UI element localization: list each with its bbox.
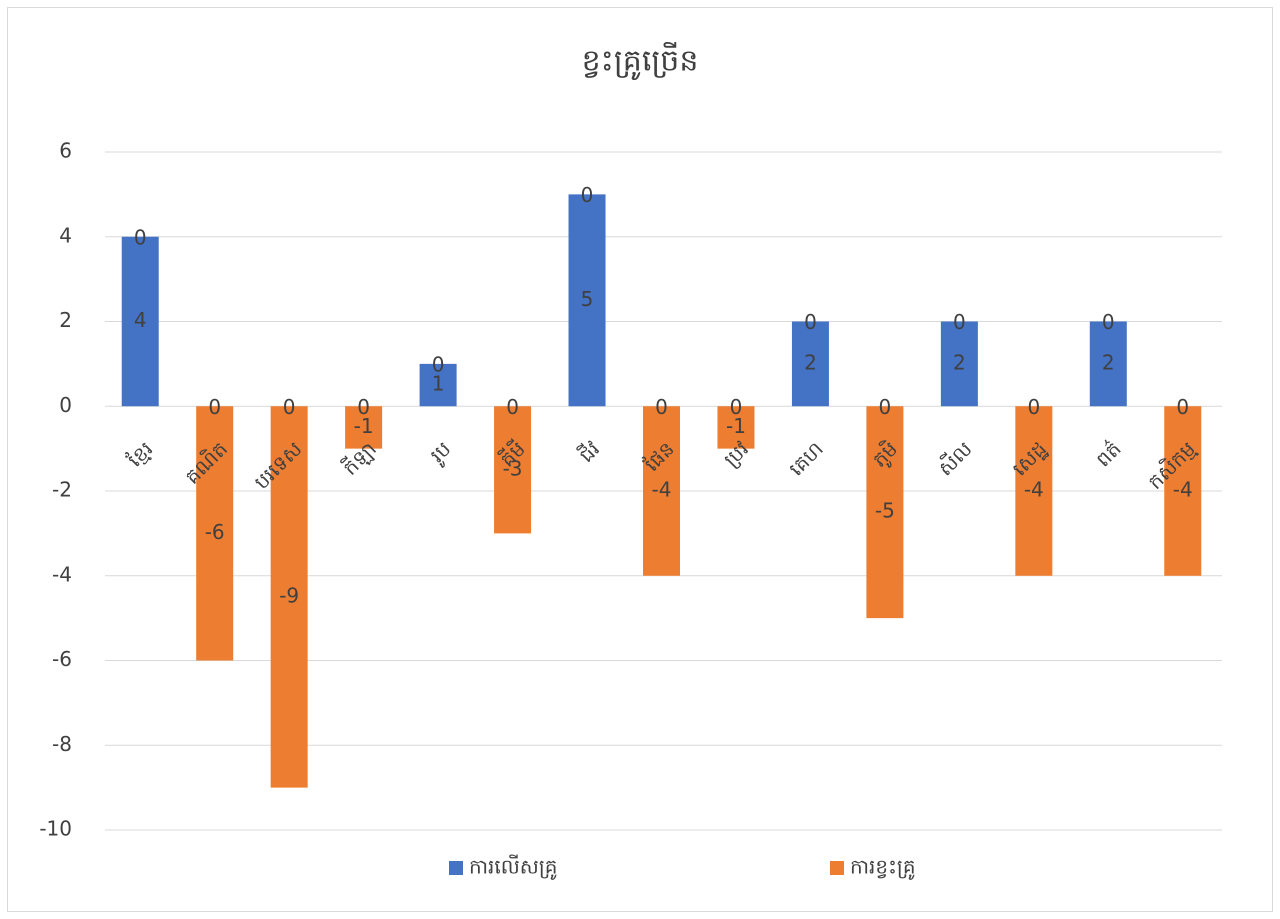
chart-title: ខ្វះគ្រូច្រើន: [582, 42, 699, 81]
end-label: 0: [1176, 395, 1189, 419]
bar: [940, 321, 978, 407]
data-label: 2: [1102, 350, 1115, 374]
y-tick-label: 0: [59, 393, 72, 417]
bar: [568, 194, 606, 407]
bar: [270, 406, 308, 788]
end-label: 0: [208, 395, 221, 419]
bar: [494, 406, 532, 534]
data-label: 2: [953, 350, 966, 374]
end-label: 0: [581, 183, 594, 207]
y-tick-label: 4: [59, 223, 72, 247]
end-label: 0: [357, 395, 370, 419]
data-label: -4: [1024, 478, 1044, 502]
bar: [345, 406, 383, 449]
data-label: -1: [726, 414, 746, 438]
end-label: 0: [1102, 310, 1115, 334]
legend-label: ការលើសគ្រូ: [469, 854, 557, 881]
bar: [717, 406, 755, 449]
end-label: 0: [1027, 395, 1040, 419]
data-label: 4: [134, 308, 147, 332]
y-tick-label: -2: [52, 478, 72, 502]
bar: [121, 236, 159, 407]
end-label: 0: [730, 395, 743, 419]
legend-swatch: [449, 861, 463, 875]
y-tick-label: -6: [52, 647, 72, 671]
data-label: -4: [652, 478, 672, 502]
y-tick-label: -4: [52, 562, 72, 586]
legend-swatch: [830, 861, 844, 875]
bar: [419, 363, 457, 407]
data-label: -9: [279, 583, 299, 607]
end-label: 0: [655, 395, 668, 419]
bar: [1089, 321, 1127, 407]
legend-label: ការខ្វះគ្រូ: [850, 855, 916, 881]
data-label: 2: [804, 350, 817, 374]
end-label: 0: [432, 352, 445, 376]
bar: [643, 406, 680, 576]
bar: [196, 406, 234, 661]
bar: [1164, 406, 1202, 576]
bar: [866, 406, 904, 619]
end-label: 0: [804, 310, 817, 334]
bar: [1015, 406, 1053, 576]
data-label: -4: [1173, 478, 1193, 502]
data-label: 5: [581, 287, 594, 311]
bar: [791, 321, 829, 407]
data-label: -1: [354, 414, 374, 438]
data-label: -5: [875, 499, 895, 523]
y-tick-label: -10: [39, 817, 72, 841]
end-label: 0: [879, 395, 892, 419]
y-tick-label: -8: [52, 732, 72, 756]
data-label: 1: [432, 372, 445, 396]
end-label: 0: [283, 395, 296, 419]
end-label: 0: [506, 395, 519, 419]
end-label: 0: [953, 310, 966, 334]
y-tick-label: 6: [59, 139, 72, 163]
y-tick-label: 2: [59, 308, 72, 332]
end-label: 0: [134, 225, 147, 249]
data-label: -3: [503, 456, 523, 480]
data-label: -6: [205, 520, 225, 544]
